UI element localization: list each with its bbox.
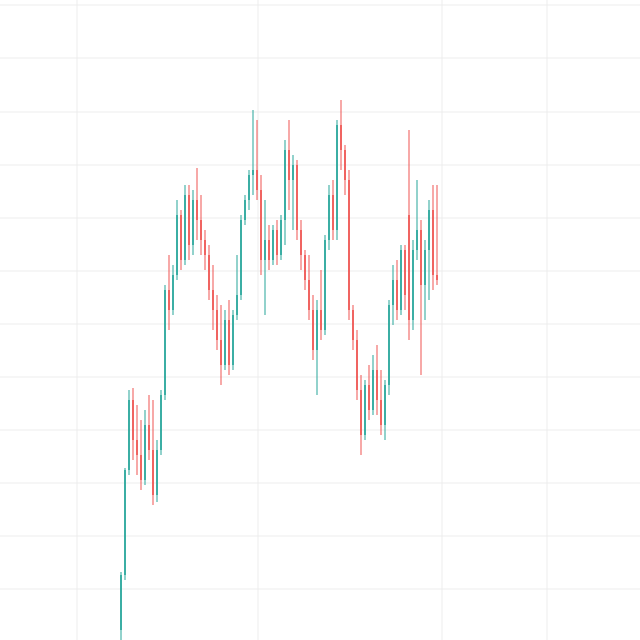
candle-body [264,240,266,260]
candle-body [184,195,186,260]
candle-body [284,150,286,220]
candle-body [128,400,130,470]
candle-body [416,230,418,250]
candle-body [204,240,206,255]
candle-body [120,575,122,630]
candle-body [424,250,426,285]
candle-body [168,290,170,310]
candle-body [356,340,358,390]
candle-body [292,165,294,180]
candle-body [256,170,258,190]
candle-body [216,310,218,340]
candle-body [172,275,174,310]
candle-body [412,250,414,320]
candle-body [180,215,182,260]
candle-body [352,310,354,340]
candle-body [368,385,370,410]
candle-body [272,230,274,260]
candle-body [200,220,202,240]
candle-body [268,240,270,260]
candle-body [224,320,226,365]
candle-body [296,165,298,230]
candle-body [312,310,314,350]
candle-body [428,210,430,250]
candle-body [332,195,334,230]
candle-body [220,340,222,365]
candle-body [228,320,230,365]
candle-body [244,200,246,220]
candle-body [248,175,250,200]
candle-body [392,280,394,305]
candle-body [328,195,330,240]
candle-body [320,310,322,330]
candle-body [340,125,342,150]
candle-body [252,170,254,175]
candle-body [276,230,278,255]
candle-body [364,385,366,435]
candle-body [164,290,166,395]
candle-body [336,125,338,230]
candle-body [260,190,262,260]
candle-body [236,295,238,315]
candle-body [388,305,390,385]
candle-body [188,195,190,245]
candle-body [208,255,210,290]
candle-body [408,215,410,320]
candle-body [140,455,142,480]
candle-body [324,240,326,330]
candle-body [132,400,134,440]
candle-body [152,450,154,495]
candle-body [384,385,386,425]
candle-body [176,215,178,275]
candle-body [124,470,126,575]
candle-body [308,280,310,310]
candle-body [232,315,234,365]
candle-body [400,250,402,310]
candle-body [396,280,398,310]
candle-body [344,150,346,180]
candle-body [316,310,318,350]
candle-body [432,210,434,275]
candle-body [380,400,382,425]
candle-body [156,450,158,495]
candle-body [212,290,214,310]
candle-body [240,220,242,295]
candle-body [136,440,138,455]
candle-body [348,180,350,310]
candle-body [280,220,282,255]
candle-body [360,390,362,435]
candle-body [420,230,422,285]
candle-body [436,275,438,280]
candle-body [160,395,162,450]
candle-body [144,425,146,480]
candle-body [148,425,150,450]
candle-body [192,200,194,245]
candle-body [304,255,306,280]
candle-body [372,370,374,410]
candle-body [288,150,290,180]
candle-body [376,370,378,400]
candle-body [404,250,406,295]
candle-body [196,200,198,220]
candle-body [300,230,302,255]
